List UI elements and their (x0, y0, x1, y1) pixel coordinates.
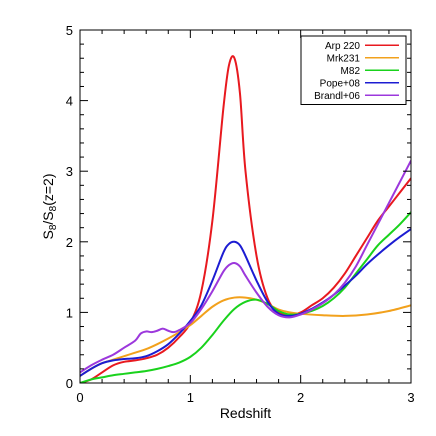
y-tick-label: 2 (66, 235, 73, 250)
legend-label-m82: M82 (341, 66, 361, 77)
series-line-m82 (80, 211, 411, 383)
x-tick-label: 0 (76, 390, 83, 405)
y-tick-label: 5 (66, 23, 73, 38)
series-line-brandl-06 (80, 160, 411, 374)
x-tick-label: 2 (297, 390, 304, 405)
legend-label-arp-220: Arp 220 (325, 41, 360, 52)
x-tick-label: 3 (407, 390, 414, 405)
tick-layer: 0 1 2 3 0 1 2 3 4 5 (66, 23, 415, 405)
y-tick-label: 1 (66, 305, 73, 320)
y-axis-title: S8/S8(z=2) (40, 174, 59, 240)
series-line-arp-220 (80, 55, 411, 383)
y-tick-label: 0 (66, 376, 73, 391)
series-layer (80, 55, 411, 383)
y-tick-label: 4 (66, 94, 73, 109)
y-tick-label: 3 (66, 164, 73, 179)
x-axis-title: Redshift (220, 405, 271, 421)
series-line-mrk231 (80, 296, 411, 377)
legend-label-brandl-06: Brandl+06 (314, 91, 360, 102)
x-tick-label: 1 (187, 390, 194, 405)
plot-frame (79, 29, 412, 384)
legend-label-mrk231: Mrk231 (327, 53, 361, 64)
legend-label-pope-08: Pope+08 (320, 78, 361, 89)
series-line-pope-08 (80, 228, 411, 377)
